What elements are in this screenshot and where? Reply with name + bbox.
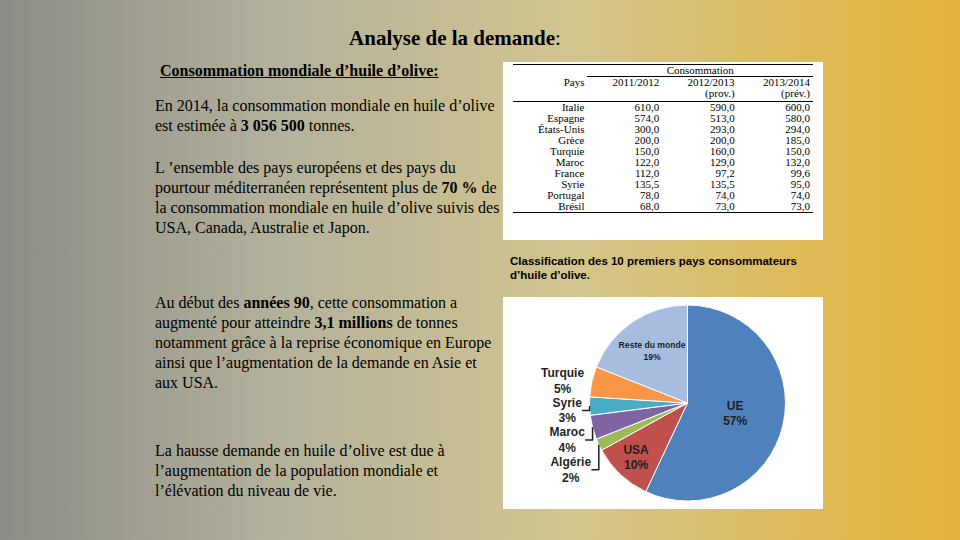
svg-text:Reste du monde19%: Reste du monde19% xyxy=(619,340,686,361)
html-text:610,0: 610,0 xyxy=(634,101,660,113)
html-text:Classification des 10 premiers: Classification des 10 premiers pays cons… xyxy=(510,255,797,281)
html-text:73,0: 73,0 xyxy=(790,200,810,212)
html-text:185,0: 185,0 xyxy=(785,134,810,146)
html-text:513,0: 513,0 xyxy=(709,112,735,124)
html-text:(prév.): (prév.) xyxy=(781,87,810,99)
html-text:293,0: 293,0 xyxy=(709,123,735,135)
html-text:300,0: 300,0 xyxy=(634,123,660,135)
html-text:132,0: 132,0 xyxy=(785,156,810,168)
svg-text:Syrie3%: Syrie3% xyxy=(552,396,582,426)
html-text:La hausse demande en huile d’o: La hausse demande en huile d’olive est d… xyxy=(155,442,445,499)
html-text:78,0: 78,0 xyxy=(640,189,660,201)
html-text:Au début des années 90, cette: Au début des années 90, cette consommati… xyxy=(155,294,492,391)
html-text:Consommation: Consommation xyxy=(666,64,734,76)
html-text:122,0: 122,0 xyxy=(634,156,660,168)
svg-text:Maroc4%: Maroc4% xyxy=(549,425,585,455)
html-text:Espagne: Espagne xyxy=(547,112,585,124)
html-text:150,0: 150,0 xyxy=(634,145,660,157)
html-text:200,0: 200,0 xyxy=(709,134,735,146)
html-text:Analyse de la demande:: Analyse de la demande: xyxy=(349,26,561,50)
html-text:150,0: 150,0 xyxy=(785,145,810,157)
html-text:Maroc: Maroc xyxy=(555,156,585,168)
html-text:95,0: 95,0 xyxy=(790,178,810,190)
html-text:L ’ensemble des pays européens: L ’ensemble des pays européens et des pa… xyxy=(155,159,500,236)
html-text:129,0: 129,0 xyxy=(709,156,735,168)
html-text:Syrie: Syrie xyxy=(561,178,585,190)
svg-text:Turquie5%: Turquie5% xyxy=(541,366,584,396)
html-text:135,5: 135,5 xyxy=(634,178,660,190)
html-text:Brésil: Brésil xyxy=(558,200,585,212)
html-text:Portugal: Portugal xyxy=(547,189,585,201)
html-text:États-Unis: États-Unis xyxy=(538,123,585,135)
html-text:73,0: 73,0 xyxy=(715,200,735,212)
html-text:74,0: 74,0 xyxy=(790,189,810,201)
html-text:En 2014, la consommation mondi: En 2014, la consommation mondiale en hui… xyxy=(155,97,495,134)
html-text:Pays: Pays xyxy=(563,75,585,88)
html-text:Consommation mondiale d’huile: Consommation mondiale d’huile d’olive: xyxy=(160,62,439,79)
html-text:600,0: 600,0 xyxy=(785,101,810,113)
html-text:2012/2013: 2012/2013 xyxy=(687,76,735,88)
html-text:160,0: 160,0 xyxy=(709,145,735,157)
html-text:294,0: 294,0 xyxy=(785,123,810,135)
html-text:97,2: 97,2 xyxy=(715,167,735,179)
html-text:2013/2014: 2013/2014 xyxy=(762,76,810,88)
html-text:Italie: Italie xyxy=(561,101,585,113)
svg-text:UE57%: UE57% xyxy=(723,399,747,429)
html-text:574,0: 574,0 xyxy=(634,112,660,124)
html-text:580,0: 580,0 xyxy=(785,112,810,124)
html-text:Grèce: Grèce xyxy=(558,134,585,146)
html-text:68,0: 68,0 xyxy=(640,200,660,212)
html-text:200,0: 200,0 xyxy=(634,134,660,146)
html-text:74,0: 74,0 xyxy=(715,189,735,201)
html-text:99,6: 99,6 xyxy=(790,167,810,179)
html-text:135,5: 135,5 xyxy=(709,178,735,190)
html-text:112,0: 112,0 xyxy=(634,167,660,179)
html-text:2011/2012: 2011/2012 xyxy=(612,76,660,88)
html-text:(prov.): (prov.) xyxy=(705,87,735,99)
svg-text:Algérie2%: Algérie2% xyxy=(550,455,591,485)
html-text:France: France xyxy=(554,167,585,179)
svg-text:USA10%: USA10% xyxy=(623,443,649,473)
html-text:Turquie: Turquie xyxy=(550,145,585,157)
html-text:590,0: 590,0 xyxy=(709,101,735,113)
